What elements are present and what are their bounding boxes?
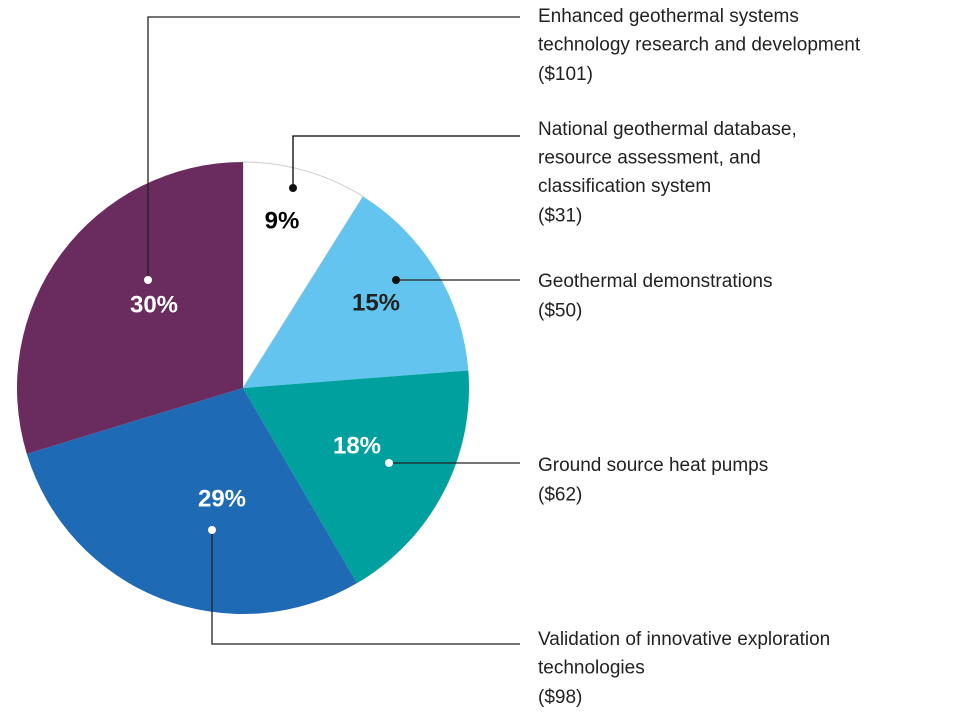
legend-label: technologies: [538, 658, 645, 679]
leader-line: [147, 16, 520, 280]
pie-slice: [242, 161, 364, 390]
legend-label: Enhanced geothermal systems: [538, 6, 799, 27]
legend-amount: ($98): [538, 687, 582, 708]
legend-label: National geothermal database,: [538, 119, 797, 140]
slice-label: 15%: [352, 289, 400, 316]
leader-dot: [385, 459, 393, 467]
leader-dot: [144, 276, 152, 284]
pie-slice: [243, 196, 469, 388]
leader-dot: [208, 526, 216, 534]
pie-slice: [17, 162, 243, 454]
legend-label: technology research and development: [538, 35, 861, 56]
legend-amount: ($62): [538, 485, 582, 506]
slice-label: 18%: [333, 432, 381, 459]
leader-dot: [392, 276, 400, 284]
leader-dot: [289, 184, 297, 192]
legend-label: resource assessment, and: [538, 148, 761, 169]
leader-line: [292, 135, 520, 188]
pie-slice: [243, 370, 469, 584]
legend-label: Ground source heat pumps: [538, 455, 768, 476]
slice-label: 29%: [198, 485, 246, 512]
legend-label: Validation of innovative exploration: [538, 629, 830, 650]
legend-amount: ($50): [538, 301, 582, 322]
legend-label: Geothermal demonstrations: [538, 271, 772, 292]
legend-label: classification system: [538, 176, 711, 197]
slice-label: 30%: [130, 291, 178, 318]
legend-amount: ($101): [538, 64, 593, 85]
legend-amount: ($31): [538, 206, 582, 227]
slice-label: 9%: [265, 207, 300, 234]
pie-slice: [26, 388, 358, 614]
leader-line: [211, 530, 520, 645]
